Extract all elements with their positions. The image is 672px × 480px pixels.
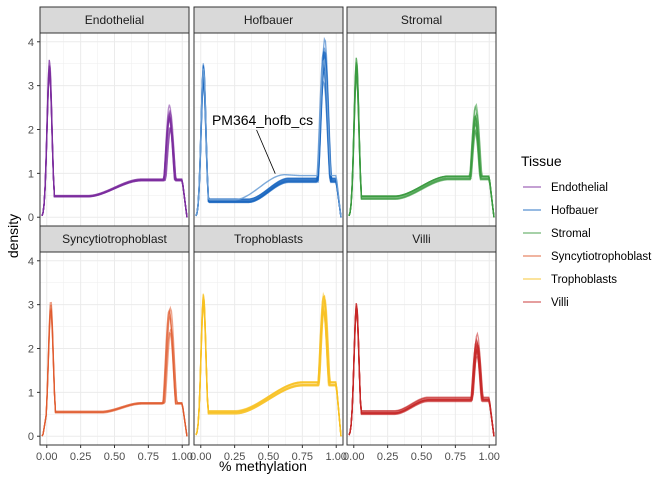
facet-strip-label: Endothelial: [85, 13, 144, 27]
density-line: [348, 310, 495, 437]
annotation-leader-line: [256, 129, 276, 174]
legend-label: Endothelial: [551, 182, 608, 194]
facet-strip-label: Hofbauer: [244, 13, 293, 27]
legend-entry: Villi: [523, 297, 569, 309]
density-line: [195, 295, 342, 437]
x-tick-label: 0.50: [104, 451, 125, 463]
facet-panel: Villi: [346, 225, 497, 446]
density-line: [348, 76, 495, 218]
legend-entry: Hofbauer: [523, 205, 598, 217]
x-tick-label: 1.00: [479, 451, 500, 463]
facet-panel: Syncytiotrophoblast: [39, 225, 190, 446]
density-line: [348, 305, 495, 437]
density-curves: [41, 301, 188, 437]
facet-panel: Stromal: [346, 6, 497, 227]
legend-label: Trophoblasts: [551, 274, 617, 286]
density-line: [195, 53, 342, 218]
facet-strip: [346, 225, 497, 253]
facet-strip-label: Villi: [412, 232, 430, 246]
y-tick-label: 0: [28, 431, 34, 443]
facet-strip-label: Stromal: [401, 13, 442, 27]
y-tick-label: 0: [28, 212, 34, 224]
density-line: [41, 70, 188, 218]
density-line: [348, 57, 495, 218]
x-tick-label: 0.00: [36, 451, 57, 463]
y-tick-label: 4: [28, 256, 34, 268]
legend-label: Villi: [551, 297, 569, 309]
legend-label: Hofbauer: [551, 205, 598, 217]
x-axis: 0.00 0.25 0.50 0.75 1.000.00 0.25 0.50 0.75 1.00…: [36, 445, 500, 463]
x-axis-title: % methylation: [219, 458, 307, 474]
facet-strip-label: Syncytiotrophoblast: [62, 232, 167, 246]
facet-strip-label: Trophoblasts: [234, 232, 303, 246]
facet-panels: Endothelial Hofbauer PM364_hofb_cs Stromal S…: [39, 6, 497, 446]
x-tick-label: 0.75: [445, 451, 466, 463]
legend-entry: Endothelial: [523, 182, 608, 194]
x-tick-label: 0.25: [70, 451, 91, 463]
density-line: [41, 65, 188, 218]
facet-panel: Trophoblasts: [193, 225, 344, 446]
density-curves: [195, 36, 342, 218]
legend-label: Syncytiotrophoblast: [551, 251, 652, 263]
y-tick-label: 3: [28, 81, 34, 93]
y-tick-label: 2: [28, 125, 34, 137]
facet-panel: Hofbauer PM364_hofb_cs: [193, 6, 344, 227]
annotation-label: PM364_hofb_cs: [212, 112, 313, 128]
y-axis: 0 1 2 3 4 0 1 2 3 4: [28, 37, 40, 443]
facet-strip: [193, 225, 344, 253]
density-line: [348, 307, 495, 437]
outlier-density-line: [195, 58, 342, 218]
x-tick-label: 0.50: [258, 451, 279, 463]
density-line: [195, 51, 342, 218]
x-tick-label: 1.00: [172, 451, 193, 463]
facet-strip: [193, 6, 344, 34]
density-curves: [41, 59, 188, 218]
x-tick-label: 0.50: [411, 451, 432, 463]
x-tick-label: 0.25: [224, 451, 245, 463]
legend-entry: Trophoblasts: [523, 274, 617, 286]
y-tick-label: 1: [28, 387, 34, 399]
facet-strip: [39, 225, 190, 253]
x-tick-label: 0.25: [377, 451, 398, 463]
legend-label: Stromal: [551, 228, 591, 240]
density-curves: [195, 291, 342, 437]
legend-entry: Stromal: [523, 228, 591, 240]
y-tick-label: 1: [28, 168, 34, 180]
x-tick-label: 0.00: [343, 451, 364, 463]
x-tick-label: 1.00: [326, 451, 347, 463]
y-tick-label: 2: [28, 344, 34, 356]
density-curves: [348, 57, 495, 218]
x-tick-label: 0.75: [138, 451, 159, 463]
density-curves: [348, 303, 495, 437]
y-tick-label: 4: [28, 37, 34, 49]
x-tick-label: 0.75: [292, 451, 313, 463]
density-line: [195, 294, 342, 437]
y-tick-label: 3: [28, 300, 34, 312]
legend: Tissue Endothelial Hofbauer Stromal Syncyti…: [521, 153, 652, 309]
x-tick-label: 0.00: [190, 451, 211, 463]
legend-entry: Syncytiotrophoblast: [523, 251, 652, 263]
y-axis-title: density: [5, 214, 21, 258]
density-line: [41, 310, 188, 437]
facet-strip: [39, 6, 190, 34]
legend-title: Tissue: [521, 153, 562, 169]
facet-panel: Endothelial: [39, 6, 190, 227]
density-line: [195, 294, 342, 437]
